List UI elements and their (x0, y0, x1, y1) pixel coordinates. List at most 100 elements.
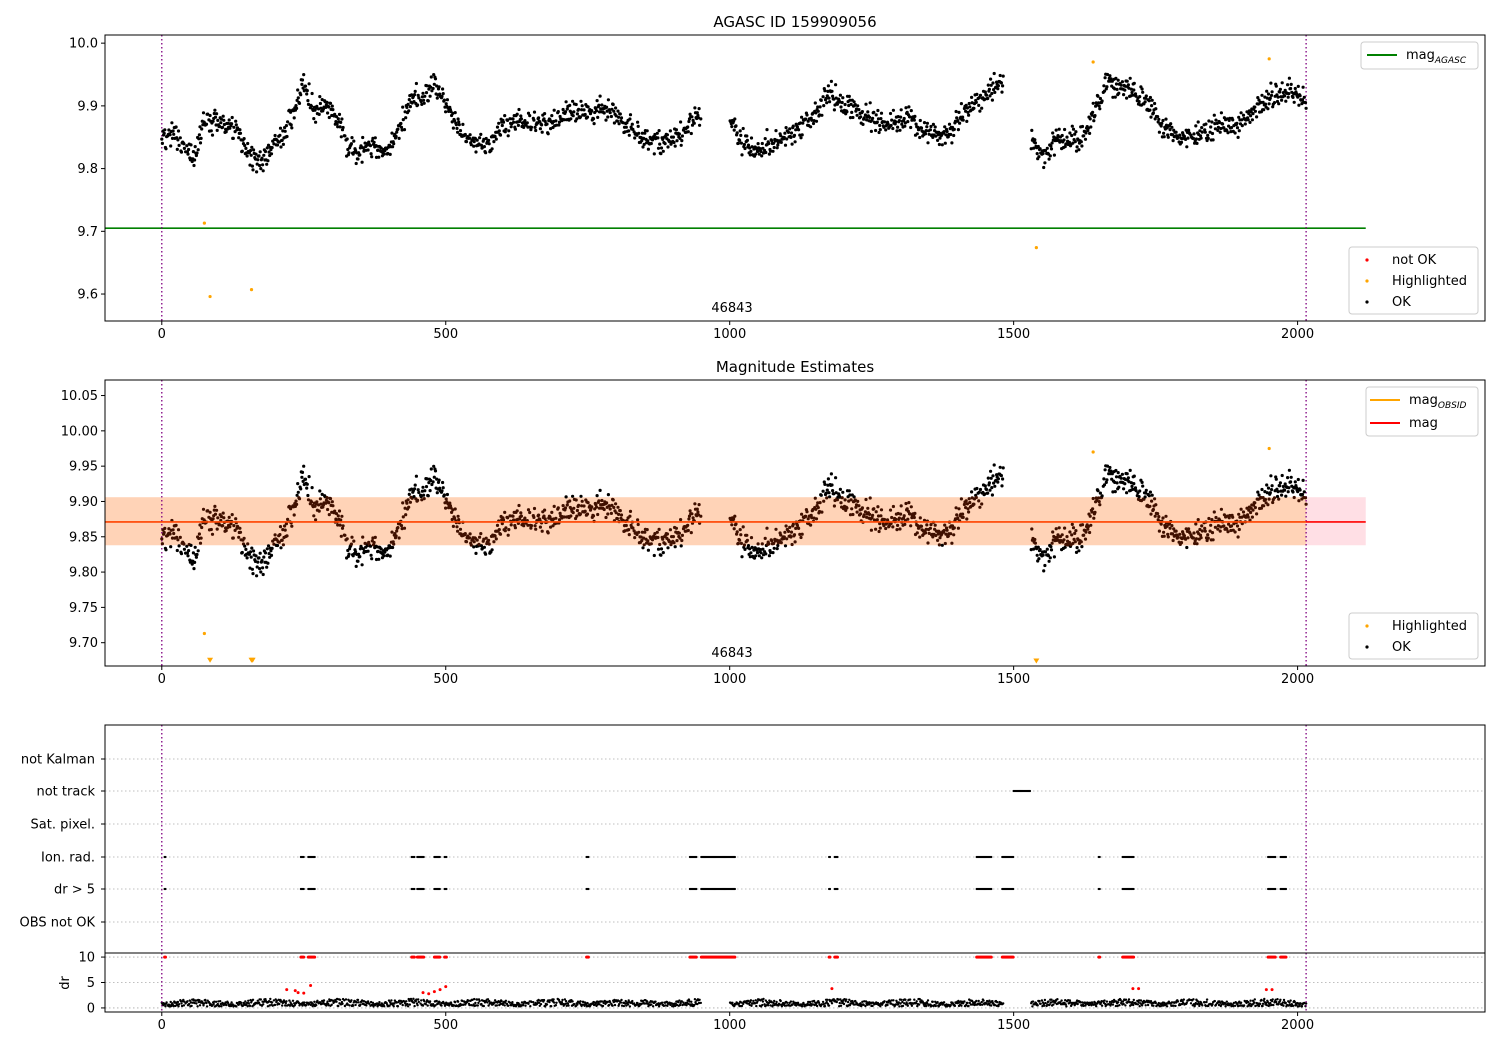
ok-data-point (967, 510, 971, 514)
ok-data-point (1192, 132, 1196, 136)
ok-data-point (1184, 527, 1188, 531)
ok-data-point (687, 119, 691, 124)
ok-data-point (270, 146, 274, 150)
ok-data-point (745, 138, 750, 142)
ok-data-point (215, 112, 219, 116)
ok-data-point (540, 130, 544, 134)
ok-data-point (193, 158, 197, 162)
ok-data-point (1030, 128, 1034, 132)
ok-data-point (845, 110, 849, 114)
ok-data-point (1270, 484, 1274, 488)
ok-data-point (437, 85, 441, 89)
ok-data-point (617, 122, 621, 126)
ok-data-point (1218, 518, 1222, 522)
ok-data-point (871, 116, 875, 120)
dr-point (660, 1001, 664, 1004)
ok-data-point (640, 131, 645, 135)
ok-data-point (431, 86, 435, 91)
ok-data-point (968, 500, 972, 505)
ok-data-point (245, 556, 249, 560)
ok-data-point (986, 96, 990, 101)
ok-data-point (269, 553, 274, 558)
ok-data-point (1236, 535, 1240, 539)
ok-data-point (614, 106, 618, 110)
ok-data-point (1287, 486, 1291, 490)
ok-data-point (1160, 121, 1164, 125)
ok-data-point (234, 123, 238, 127)
ok-data-point (641, 546, 645, 550)
ok-data-point (769, 550, 773, 555)
ok-data-point (680, 139, 684, 143)
ok-data-point (1103, 468, 1107, 472)
ok-data-point (1037, 155, 1041, 159)
ok-data-point (733, 117, 737, 121)
ok-data-point (839, 501, 843, 505)
ok-data-point (680, 533, 685, 538)
ok-data-point (497, 121, 501, 125)
ok-data-point (305, 92, 309, 96)
dr-point (456, 1000, 460, 1003)
ok-data-point (636, 522, 640, 527)
ok-data-point (247, 552, 251, 556)
ok-data-point (1149, 115, 1153, 119)
ok-data-point (517, 107, 521, 112)
ok-data-point (866, 110, 870, 114)
dr-point (330, 1003, 333, 1006)
ok-data-point (1253, 105, 1257, 109)
ok-data-point (1207, 516, 1211, 521)
ok-data-point (1213, 127, 1217, 131)
highlighted-data-point (249, 288, 254, 292)
ok-data-point (563, 110, 568, 114)
ok-data-point (1057, 127, 1061, 131)
ok-data-point (1150, 104, 1154, 108)
ok-data-point (1265, 96, 1269, 100)
ok-data-point (940, 143, 944, 147)
ok-data-point (792, 533, 797, 537)
ok-data-point (898, 527, 902, 531)
ok-data-point (433, 469, 438, 473)
ok-data-point (1261, 496, 1265, 500)
flag-point (828, 855, 832, 859)
ok-data-point (931, 135, 935, 139)
ok-data-point (1284, 494, 1288, 498)
ok-data-point (571, 510, 575, 515)
ok-data-point (627, 129, 631, 133)
ok-data-point (1271, 105, 1275, 109)
dr-point (269, 997, 272, 1001)
ok-data-point (221, 524, 225, 528)
ok-data-point (928, 128, 933, 132)
ok-data-point (757, 152, 761, 156)
ok-data-point (1141, 484, 1145, 488)
ok-data-point (222, 516, 226, 520)
dr-point (390, 999, 393, 1002)
dr-point (504, 999, 508, 1002)
ok-data-point (532, 515, 536, 520)
ok-data-point (167, 128, 171, 132)
ok-data-point (849, 498, 853, 502)
ok-data-point (258, 551, 262, 555)
ok-data-point (1225, 527, 1229, 531)
ok-data-point (1208, 130, 1212, 134)
ok-data-point (472, 140, 476, 144)
ok-data-point (829, 79, 834, 83)
ok-data-point (430, 482, 434, 487)
ok-data-point (373, 136, 377, 140)
ok-data-point (884, 526, 888, 531)
ok-data-point (367, 540, 371, 544)
ok-data-point (1216, 128, 1220, 132)
ok-data-point (786, 130, 791, 134)
ok-data-point (1127, 86, 1131, 90)
ok-data-point (1199, 536, 1203, 540)
ok-data-point (952, 127, 956, 131)
dr-point (396, 1005, 400, 1008)
ok-data-point (164, 548, 168, 552)
ok-data-point (472, 545, 476, 549)
ok-data-point (944, 532, 948, 536)
ok-data-point (1269, 93, 1274, 97)
ok-data-point (297, 497, 302, 501)
ok-data-point (1043, 550, 1048, 554)
ok-data-point (825, 488, 829, 492)
ok-data-point (178, 535, 182, 540)
magnitude-x-tick-label: 2000 (1281, 672, 1314, 687)
ok-data-point (392, 142, 396, 146)
